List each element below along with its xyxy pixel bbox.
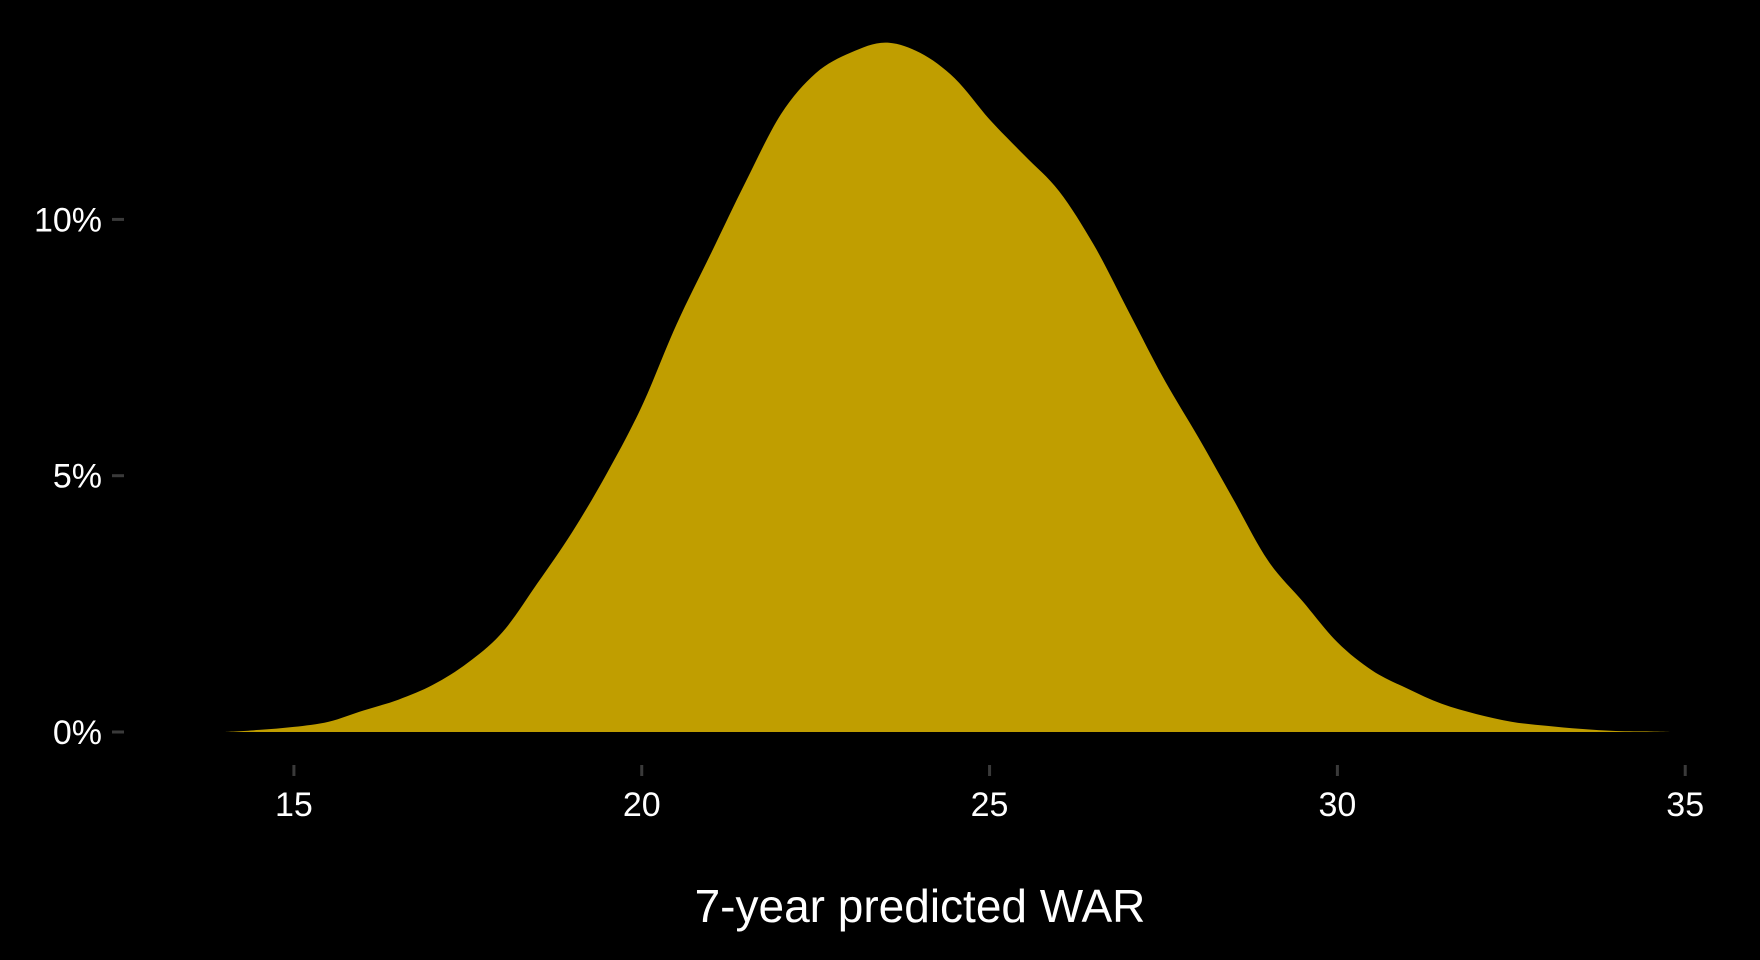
x-axis-title: 7-year predicted WAR [695, 880, 1146, 932]
x-tick-label: 25 [971, 786, 1009, 824]
x-tick-label: 20 [623, 786, 661, 824]
plot-area [224, 42, 1672, 733]
x-axis: 15 20 25 30 35 [275, 765, 1704, 824]
y-tick-label: 10% [34, 201, 102, 239]
y-tick-label: 5% [53, 458, 102, 496]
density-area [224, 42, 1672, 733]
y-tick-label: 0% [53, 714, 102, 752]
x-tick-label: 35 [1666, 786, 1704, 824]
x-tick-label: 15 [275, 786, 313, 824]
x-tick-label: 30 [1318, 786, 1356, 824]
y-axis: 0% 5% 10% [34, 201, 124, 752]
